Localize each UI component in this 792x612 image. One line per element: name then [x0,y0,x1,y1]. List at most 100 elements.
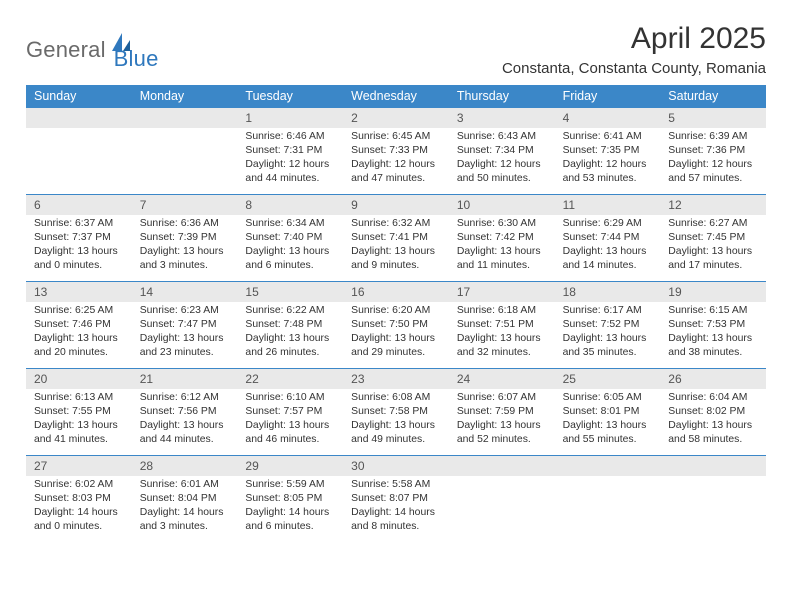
calendar-day-cell: 28Sunrise: 6:01 AMSunset: 8:04 PMDayligh… [132,456,238,542]
day-number: 25 [555,369,661,389]
calendar-day-cell: 27Sunrise: 6:02 AMSunset: 8:03 PMDayligh… [26,456,132,542]
day-detail: Sunrise: 6:23 AMSunset: 7:47 PMDaylight:… [132,302,238,366]
day-number: 7 [132,195,238,215]
day-number: 19 [660,282,766,302]
day-detail: Sunrise: 6:34 AMSunset: 7:40 PMDaylight:… [237,215,343,279]
calendar-day-cell: 22Sunrise: 6:10 AMSunset: 7:57 PMDayligh… [237,369,343,455]
calendar-day-cell: 10Sunrise: 6:30 AMSunset: 7:42 PMDayligh… [449,195,555,281]
calendar-day-cell: 19Sunrise: 6:15 AMSunset: 7:53 PMDayligh… [660,282,766,368]
day-number: 27 [26,456,132,476]
day-detail: Sunrise: 5:58 AMSunset: 8:07 PMDaylight:… [343,476,449,540]
day-number [449,456,555,476]
day-detail: Sunrise: 6:13 AMSunset: 7:55 PMDaylight:… [26,389,132,453]
calendar-day-cell: 24Sunrise: 6:07 AMSunset: 7:59 PMDayligh… [449,369,555,455]
month-title: April 2025 [502,22,766,56]
calendar-day-cell [132,108,238,194]
calendar-week-row: 1Sunrise: 6:46 AMSunset: 7:31 PMDaylight… [26,108,766,195]
calendar-day-cell: 16Sunrise: 6:20 AMSunset: 7:50 PMDayligh… [343,282,449,368]
day-number: 28 [132,456,238,476]
day-detail: Sunrise: 6:08 AMSunset: 7:58 PMDaylight:… [343,389,449,453]
calendar-day-cell: 17Sunrise: 6:18 AMSunset: 7:51 PMDayligh… [449,282,555,368]
calendar-day-cell: 21Sunrise: 6:12 AMSunset: 7:56 PMDayligh… [132,369,238,455]
day-detail [26,128,132,186]
day-number: 10 [449,195,555,215]
weekday-header-cell: Thursday [449,85,555,108]
weekday-header-cell: Friday [555,85,661,108]
day-detail: Sunrise: 6:20 AMSunset: 7:50 PMDaylight:… [343,302,449,366]
calendar-grid: SundayMondayTuesdayWednesdayThursdayFrid… [26,85,766,542]
day-detail: Sunrise: 6:22 AMSunset: 7:48 PMDaylight:… [237,302,343,366]
day-detail: Sunrise: 6:39 AMSunset: 7:36 PMDaylight:… [660,128,766,192]
calendar-day-cell: 23Sunrise: 6:08 AMSunset: 7:58 PMDayligh… [343,369,449,455]
calendar-day-cell: 26Sunrise: 6:04 AMSunset: 8:02 PMDayligh… [660,369,766,455]
day-detail: Sunrise: 6:15 AMSunset: 7:53 PMDaylight:… [660,302,766,366]
day-detail: Sunrise: 6:04 AMSunset: 8:02 PMDaylight:… [660,389,766,453]
brand-word-2: Blue [114,28,159,72]
day-number: 2 [343,108,449,128]
day-detail: Sunrise: 6:17 AMSunset: 7:52 PMDaylight:… [555,302,661,366]
day-detail: Sunrise: 6:18 AMSunset: 7:51 PMDaylight:… [449,302,555,366]
calendar-week-row: 20Sunrise: 6:13 AMSunset: 7:55 PMDayligh… [26,369,766,456]
day-detail: Sunrise: 6:30 AMSunset: 7:42 PMDaylight:… [449,215,555,279]
day-detail: Sunrise: 6:05 AMSunset: 8:01 PMDaylight:… [555,389,661,453]
day-number: 17 [449,282,555,302]
calendar-weeks: 1Sunrise: 6:46 AMSunset: 7:31 PMDaylight… [26,108,766,542]
calendar-day-cell: 13Sunrise: 6:25 AMSunset: 7:46 PMDayligh… [26,282,132,368]
day-detail: Sunrise: 6:27 AMSunset: 7:45 PMDaylight:… [660,215,766,279]
calendar-page: General Blue April 2025 Constanta, Const… [0,0,792,542]
day-number [555,456,661,476]
day-number: 9 [343,195,449,215]
calendar-day-cell: 15Sunrise: 6:22 AMSunset: 7:48 PMDayligh… [237,282,343,368]
day-detail: Sunrise: 6:10 AMSunset: 7:57 PMDaylight:… [237,389,343,453]
day-number: 13 [26,282,132,302]
day-number: 4 [555,108,661,128]
day-detail: Sunrise: 6:01 AMSunset: 8:04 PMDaylight:… [132,476,238,540]
day-number: 1 [237,108,343,128]
calendar-day-cell: 3Sunrise: 6:43 AMSunset: 7:34 PMDaylight… [449,108,555,194]
calendar-day-cell: 29Sunrise: 5:59 AMSunset: 8:05 PMDayligh… [237,456,343,542]
calendar-day-cell: 6Sunrise: 6:37 AMSunset: 7:37 PMDaylight… [26,195,132,281]
calendar-day-cell [555,456,661,542]
weekday-header-cell: Sunday [26,85,132,108]
day-number: 29 [237,456,343,476]
weekday-header-cell: Saturday [660,85,766,108]
day-detail: Sunrise: 6:45 AMSunset: 7:33 PMDaylight:… [343,128,449,192]
calendar-week-row: 6Sunrise: 6:37 AMSunset: 7:37 PMDaylight… [26,195,766,282]
calendar-week-row: 13Sunrise: 6:25 AMSunset: 7:46 PMDayligh… [26,282,766,369]
calendar-day-cell: 14Sunrise: 6:23 AMSunset: 7:47 PMDayligh… [132,282,238,368]
page-header: General Blue April 2025 Constanta, Const… [26,22,766,77]
day-number: 23 [343,369,449,389]
brand-word-1: General [26,37,106,63]
day-number: 6 [26,195,132,215]
day-detail: Sunrise: 6:02 AMSunset: 8:03 PMDaylight:… [26,476,132,540]
title-block: April 2025 Constanta, Constanta County, … [502,22,766,77]
day-detail: Sunrise: 6:36 AMSunset: 7:39 PMDaylight:… [132,215,238,279]
day-number: 22 [237,369,343,389]
day-number: 5 [660,108,766,128]
calendar-day-cell: 4Sunrise: 6:41 AMSunset: 7:35 PMDaylight… [555,108,661,194]
day-detail: Sunrise: 6:41 AMSunset: 7:35 PMDaylight:… [555,128,661,192]
day-number: 12 [660,195,766,215]
day-detail: Sunrise: 6:07 AMSunset: 7:59 PMDaylight:… [449,389,555,453]
brand-logo: General Blue [26,22,159,72]
calendar-day-cell: 2Sunrise: 6:45 AMSunset: 7:33 PMDaylight… [343,108,449,194]
calendar-day-cell [660,456,766,542]
calendar-day-cell [449,456,555,542]
day-number: 11 [555,195,661,215]
calendar-day-cell: 18Sunrise: 6:17 AMSunset: 7:52 PMDayligh… [555,282,661,368]
day-detail: Sunrise: 6:43 AMSunset: 7:34 PMDaylight:… [449,128,555,192]
calendar-day-cell: 9Sunrise: 6:32 AMSunset: 7:41 PMDaylight… [343,195,449,281]
calendar-day-cell: 5Sunrise: 6:39 AMSunset: 7:36 PMDaylight… [660,108,766,194]
calendar-day-cell: 1Sunrise: 6:46 AMSunset: 7:31 PMDaylight… [237,108,343,194]
day-number: 30 [343,456,449,476]
day-number [26,108,132,128]
calendar-day-cell: 20Sunrise: 6:13 AMSunset: 7:55 PMDayligh… [26,369,132,455]
day-number: 20 [26,369,132,389]
calendar-day-cell: 30Sunrise: 5:58 AMSunset: 8:07 PMDayligh… [343,456,449,542]
day-detail [660,476,766,534]
calendar-day-cell: 8Sunrise: 6:34 AMSunset: 7:40 PMDaylight… [237,195,343,281]
weekday-header-cell: Monday [132,85,238,108]
weekday-header-cell: Wednesday [343,85,449,108]
weekday-header-row: SundayMondayTuesdayWednesdayThursdayFrid… [26,85,766,108]
day-number: 26 [660,369,766,389]
